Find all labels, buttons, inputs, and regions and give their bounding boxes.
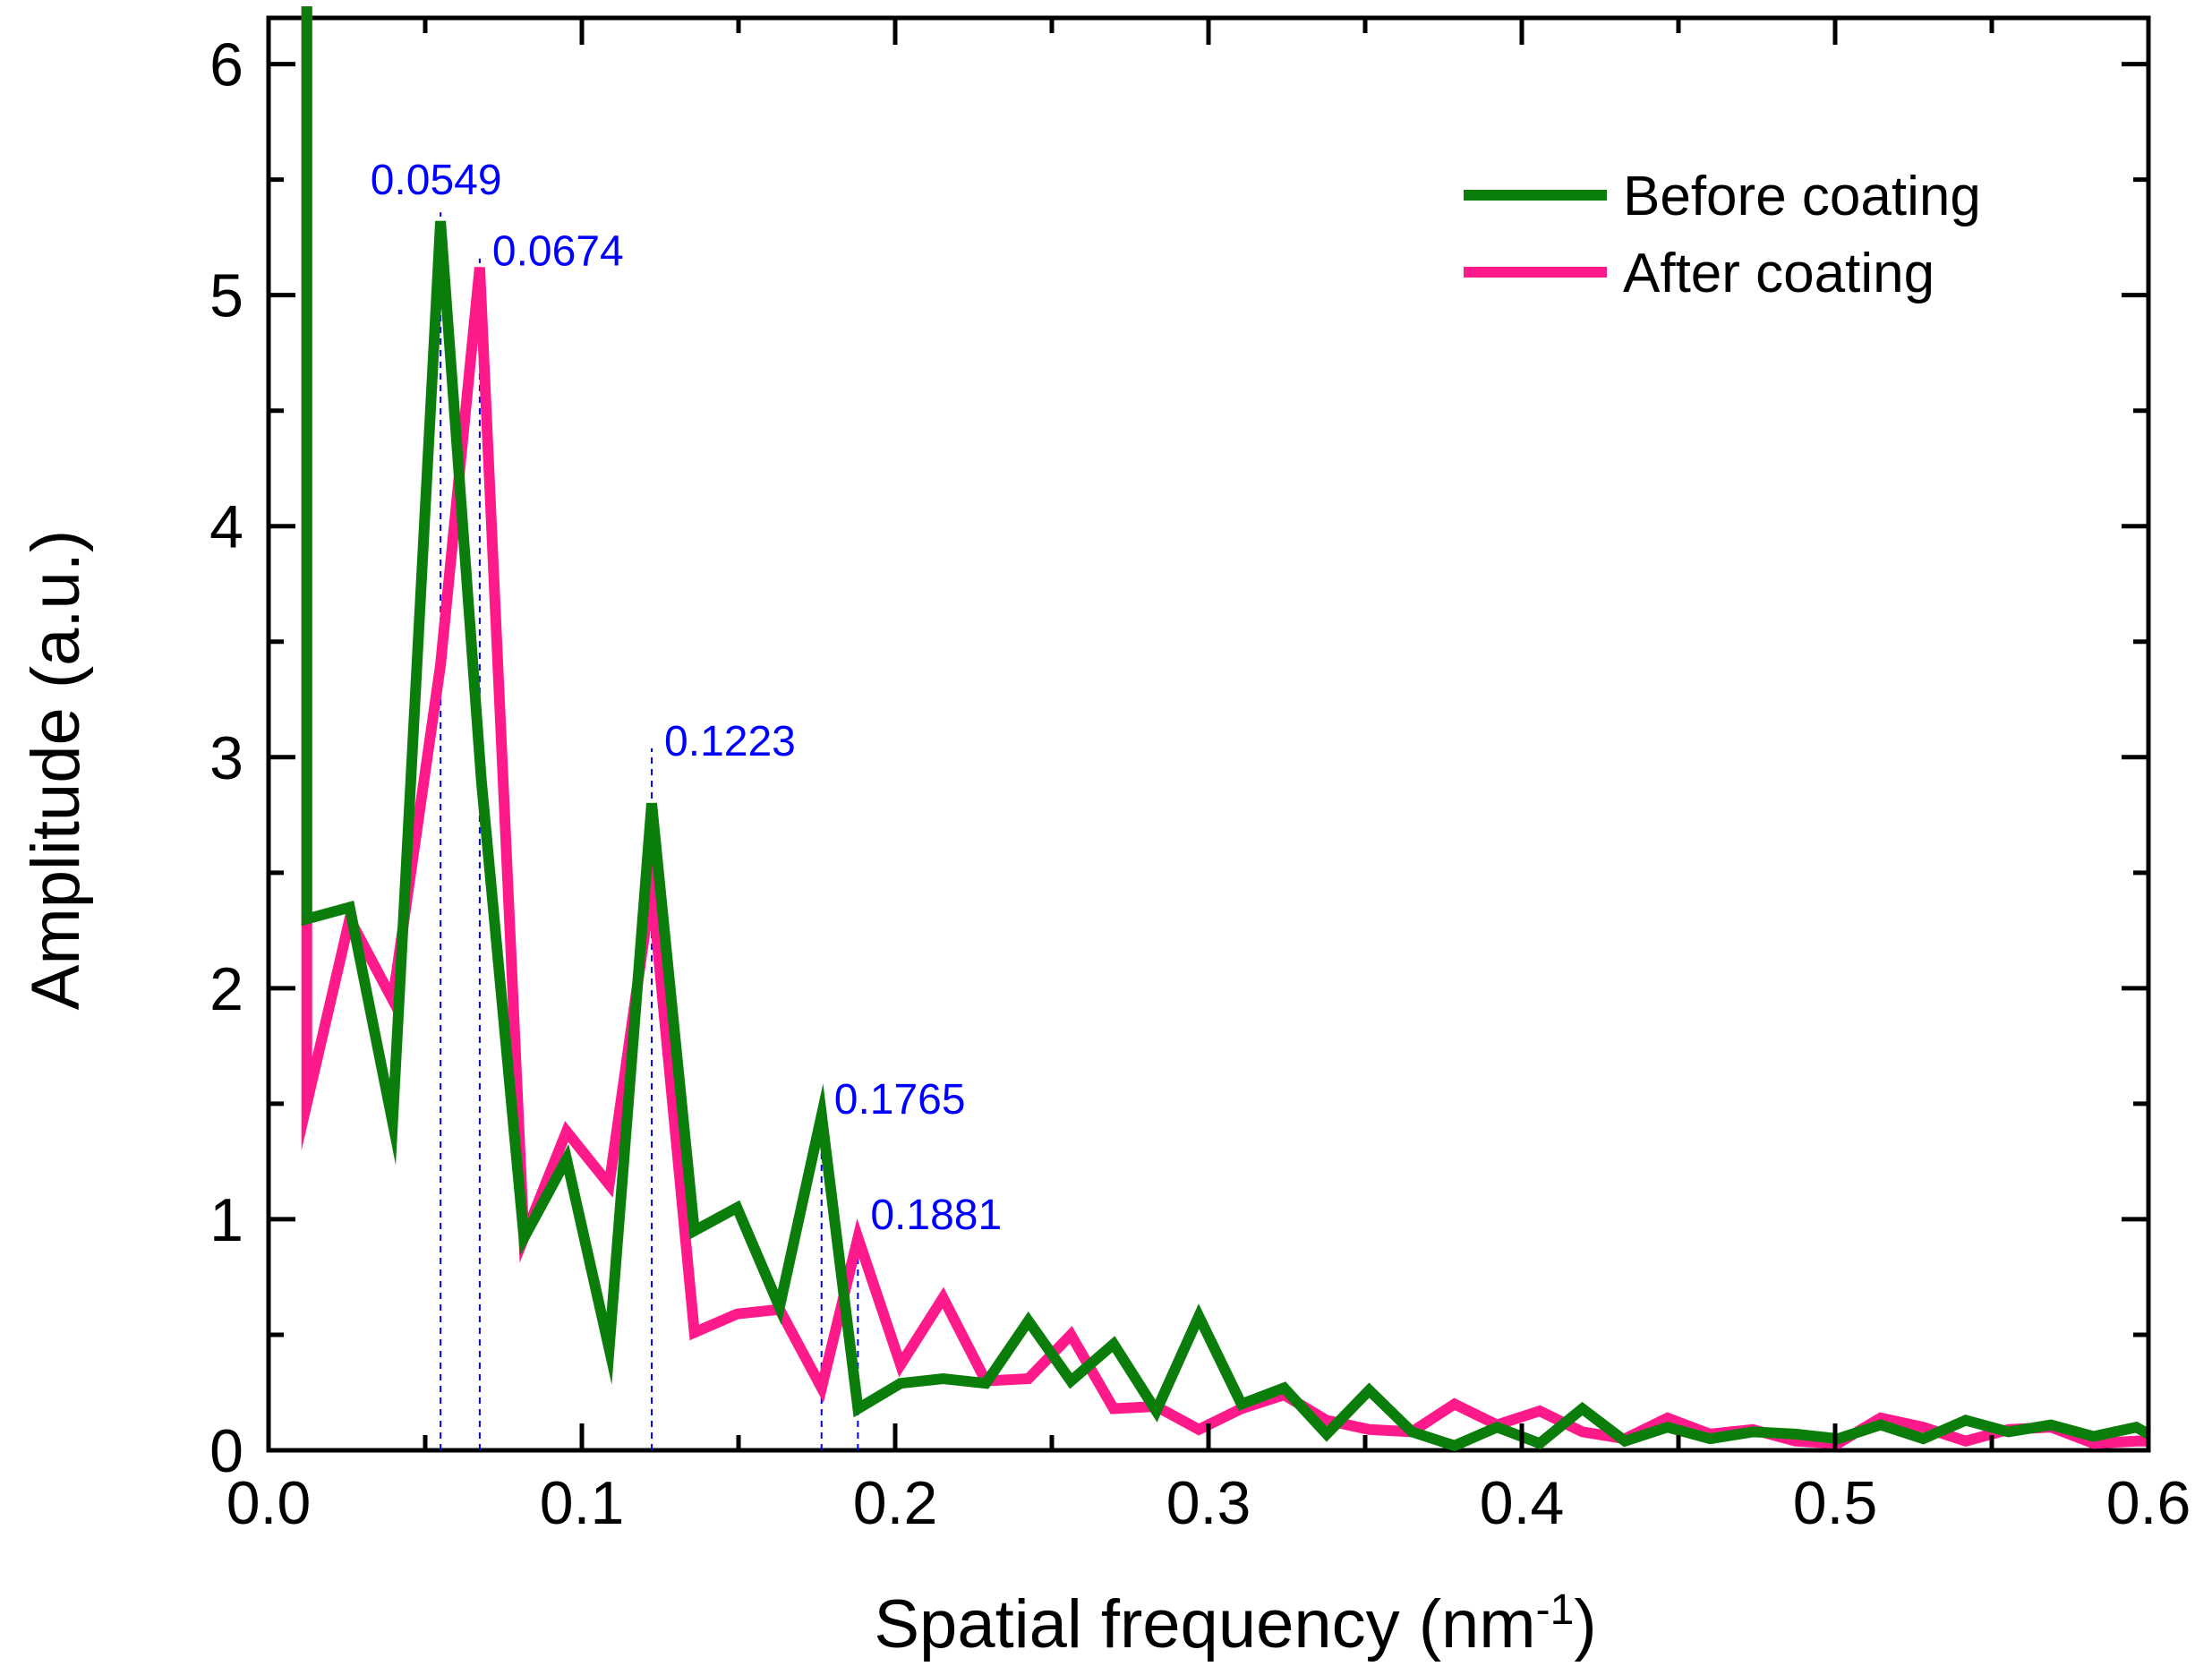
y-tick-label: 0: [209, 1417, 243, 1485]
legend-label: Before coating: [1623, 166, 1981, 227]
peak-label: 0.1881: [870, 1192, 1002, 1239]
x-axis-title-superscript: -1: [1536, 1586, 1575, 1634]
peak-label: 0.0549: [371, 157, 502, 204]
peak-annotations: 0.0549 0.0674 0.1223 0.1765 0.1881: [371, 157, 1002, 1450]
series-lines: [301, 6, 2151, 1452]
peak-label: 0.1765: [834, 1076, 966, 1124]
y-axis-title: Amplitude (a.u.): [18, 530, 94, 1010]
legend: Before coating After coating: [1464, 166, 1981, 304]
x-tick-label: 0.2: [853, 1469, 938, 1537]
y-tick-label: 1: [209, 1186, 243, 1254]
x-tick-label: 0.4: [1480, 1469, 1565, 1537]
peak-label: 0.0674: [492, 228, 624, 276]
y-tick-label: 2: [209, 955, 243, 1023]
x-tick-label: 0.0: [226, 1469, 312, 1537]
y-tick-label: 5: [209, 262, 243, 330]
x-tick-label: 0.1: [540, 1469, 625, 1537]
x-tick-label: 0.5: [1793, 1469, 1878, 1537]
x-axis-title: Spatial frequency (nm-1): [874, 1586, 1596, 1663]
x-tick-label: 0.6: [2106, 1469, 2191, 1537]
peak-label: 0.1223: [664, 718, 796, 765]
x-tick-label: 0.3: [1166, 1469, 1251, 1537]
y-tick-label: 6: [209, 31, 243, 99]
series-line-before-coating: [301, 6, 2151, 1452]
axis-ticks: 0.0 0.1 0.2 0.3 0.4 0.5 0.6 0 1 2 3 4 5 6: [209, 18, 2191, 1537]
legend-label: After coating: [1623, 243, 1934, 304]
y-tick-label: 4: [209, 493, 243, 561]
x-axis-title-main: Spatial frequency (nm: [874, 1586, 1535, 1662]
y-tick-label: 3: [209, 724, 243, 792]
x-axis-title-end: ): [1574, 1586, 1596, 1662]
